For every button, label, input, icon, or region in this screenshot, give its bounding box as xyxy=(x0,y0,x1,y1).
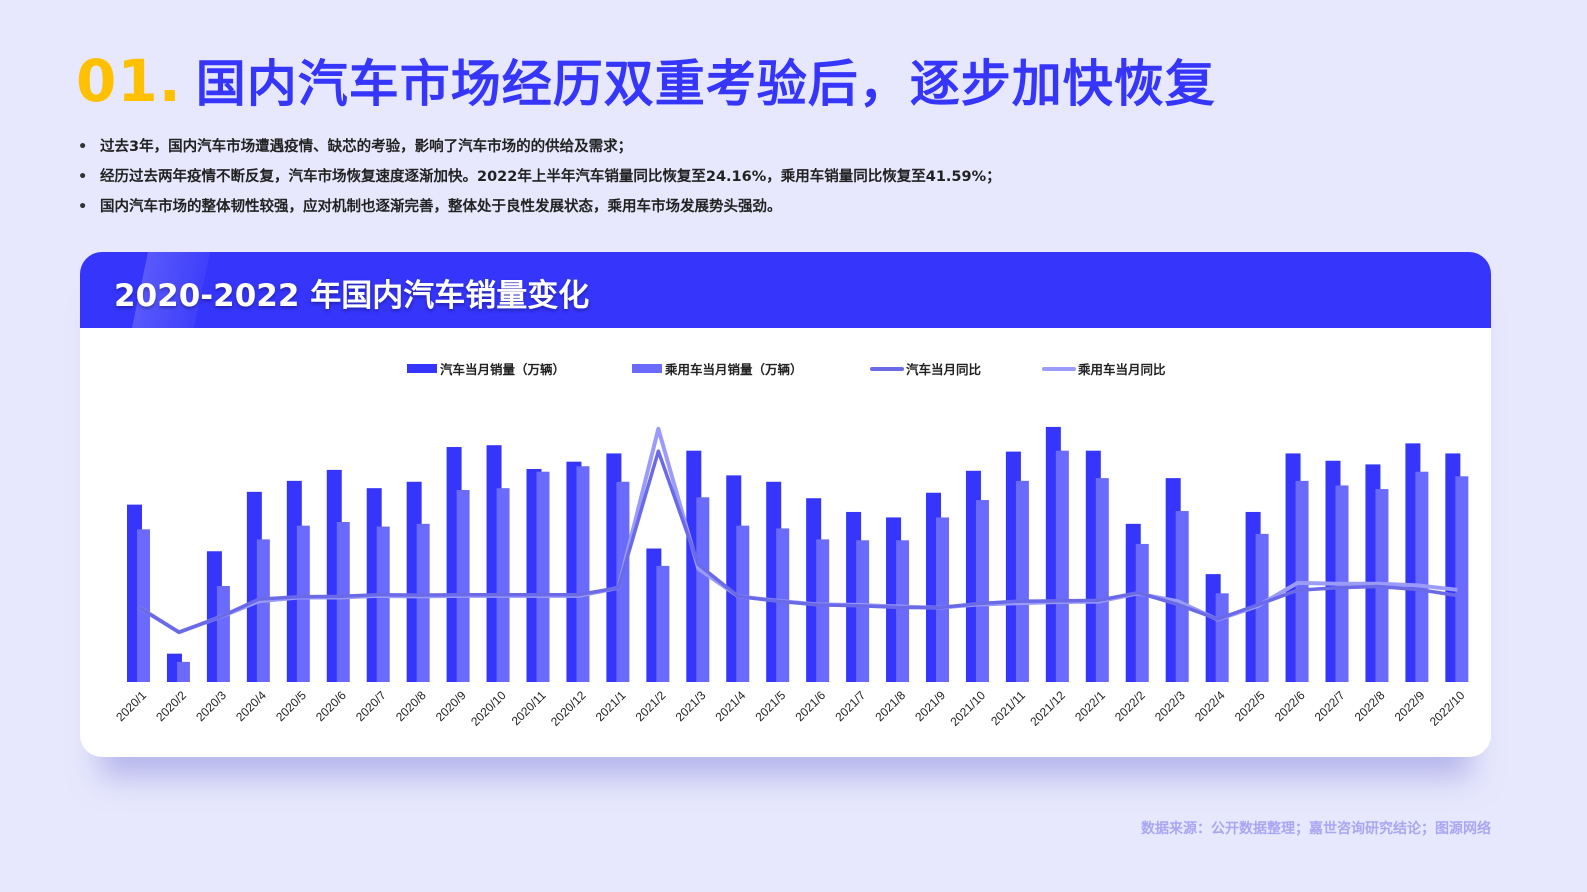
bullet-item: • 经历过去两年疫情不断反复，汽车市场恢复速度逐渐加快。2022年上半年汽车销量同… xyxy=(78,166,1001,196)
bar-passenger-sales xyxy=(816,539,830,682)
bar-passenger-sales xyxy=(456,490,470,682)
bar-passenger-sales xyxy=(856,540,870,682)
chart-legend: 汽车当月销量（万辆） 乘用车当月销量（万辆） 汽车当月同比 乘用车当月同比 xyxy=(80,359,1491,379)
bar-passenger-sales xyxy=(616,481,630,682)
bar-passenger-sales xyxy=(536,471,550,682)
chart-plot-area: 2020/1 2020/2 2020/3 2020/4 2020/5 2020/6 2020… xyxy=(113,426,1469,729)
bar-passenger-sales xyxy=(896,540,910,682)
legend-line-icon xyxy=(870,366,904,371)
bullet-dot-icon: • xyxy=(78,169,88,185)
bar-passenger-sales xyxy=(1135,543,1149,682)
section-number: 01. xyxy=(76,47,182,115)
legend-swatch-icon xyxy=(632,364,662,373)
bar-passenger-sales xyxy=(656,565,670,682)
bar-passenger-sales xyxy=(1175,511,1189,682)
x-axis-label: 2021/2 xyxy=(633,688,669,724)
bullet-item: • 国内汽车市场的整体韧性较强，应对机制也逐渐完善，整体处于良性发展状态，乘用车市… xyxy=(78,196,1001,226)
bar-passenger-sales xyxy=(376,526,390,682)
x-axis-label: 2020/11 xyxy=(509,688,549,728)
bullet-dot-icon: • xyxy=(78,139,88,155)
x-axis-label: 2021/3 xyxy=(673,688,709,724)
bar-passenger-sales xyxy=(1095,478,1109,682)
x-axis-label: 2022/4 xyxy=(1192,688,1228,724)
x-axis-label: 2022/5 xyxy=(1232,688,1268,724)
bar-passenger-sales xyxy=(1015,480,1029,682)
bullet-list: • 过去3年，国内汽车市场遭遇疫情、缺芯的考验，影响了汽车市场的的供给及需求； •… xyxy=(78,136,1001,226)
bar-passenger-sales xyxy=(176,661,190,682)
bar-passenger-sales xyxy=(736,525,750,682)
bar-passenger-sales xyxy=(576,466,590,682)
legend-swatch-icon xyxy=(407,364,437,373)
bar-passenger-sales xyxy=(496,488,510,682)
x-axis-label: 2021/9 xyxy=(912,688,948,724)
bullet-dot-icon: • xyxy=(78,199,88,215)
bar-passenger-sales xyxy=(296,525,310,682)
x-axis-label: 2021/6 xyxy=(792,688,828,724)
bar-passenger-sales xyxy=(1055,450,1069,682)
data-source-note: 数据来源：公开数据整理；嘉世咨询研究结论；图源网络 xyxy=(1141,821,1491,837)
x-axis-label: 2021/8 xyxy=(872,688,908,724)
bar-passenger-sales xyxy=(936,517,949,682)
x-axis-label: 2021/7 xyxy=(832,688,868,724)
x-axis-label: 2022/10 xyxy=(1427,688,1468,729)
x-axis-label: 2020/3 xyxy=(193,688,229,724)
x-axis-label: 2022/8 xyxy=(1352,688,1388,724)
bar-passenger-sales xyxy=(336,522,350,682)
x-axis-label: 2020/7 xyxy=(353,688,389,724)
x-axis-label: 2020/10 xyxy=(468,688,509,729)
bar-passenger-sales xyxy=(416,523,430,682)
x-axis-label: 2020/6 xyxy=(313,688,349,724)
chart-card: 2020-2022 年国内汽车销量变化 汽车当月销量（万辆） 乘用车当月销量（万… xyxy=(80,252,1491,757)
bar-passenger-sales xyxy=(1215,593,1229,682)
x-axis-label: 2022/3 xyxy=(1152,688,1188,724)
x-axis-label: 2020/1 xyxy=(113,688,149,724)
x-axis-label: 2021/4 xyxy=(713,688,749,724)
chart-title: 2020-2022 年国内汽车销量变化 xyxy=(114,278,590,314)
x-axis-label: 2021/12 xyxy=(1027,688,1068,729)
x-axis-label: 2022/9 xyxy=(1392,688,1428,724)
x-axis-label: 2022/1 xyxy=(1072,688,1108,724)
bar-passenger-sales xyxy=(776,528,790,682)
page-heading: 国内汽车市场经历双重考验后，逐步加快恢复 xyxy=(195,55,1216,113)
chart-card-header: 2020-2022 年国内汽车销量变化 xyxy=(80,252,1491,328)
x-axis-label: 2020/5 xyxy=(273,688,309,724)
x-axis-label: 2020/4 xyxy=(233,688,269,724)
legend-line-icon xyxy=(1042,366,1076,371)
bar-passenger-sales xyxy=(1255,533,1269,682)
legend-item-passenger-yoy: 乘用车当月同比 xyxy=(1042,359,1166,378)
legend-item-passenger-sales: 乘用车当月销量（万辆） xyxy=(632,359,803,378)
x-axis-label: 2022/6 xyxy=(1272,688,1308,724)
x-axis-label: 2020/12 xyxy=(548,688,589,729)
x-axis-label: 2021/1 xyxy=(593,688,629,724)
line-car-yoy xyxy=(138,449,1458,634)
x-axis-label: 2021/5 xyxy=(752,688,788,724)
bar-passenger-sales xyxy=(137,529,150,682)
bar-passenger-sales xyxy=(696,497,710,682)
bullet-item: • 过去3年，国内汽车市场遭遇疫情、缺芯的考验，影响了汽车市场的的供给及需求； xyxy=(78,136,1001,166)
x-axis-label: 2021/11 xyxy=(988,688,1028,728)
bar-passenger-sales xyxy=(975,500,989,682)
legend-item-car-sales: 汽车当月销量（万辆） xyxy=(407,359,565,378)
x-axis-label: 2020/2 xyxy=(153,688,189,724)
bar-passenger-sales xyxy=(216,586,230,682)
x-axis-label: 2020/9 xyxy=(433,688,469,724)
x-axis-label: 2021/10 xyxy=(947,688,988,729)
x-axis-label: 2022/7 xyxy=(1312,688,1348,724)
x-axis-label: 2020/8 xyxy=(393,688,429,724)
page-title: 01. 国内汽车市场经历双重考验后，逐步加快恢复 xyxy=(76,44,1216,116)
bar-passenger-sales xyxy=(256,539,270,682)
bar-passenger-sales xyxy=(1455,476,1469,682)
legend-item-car-yoy: 汽车当月同比 xyxy=(870,359,981,378)
bar-passenger-sales xyxy=(1415,471,1429,682)
x-axis-label: 2022/2 xyxy=(1112,688,1148,724)
